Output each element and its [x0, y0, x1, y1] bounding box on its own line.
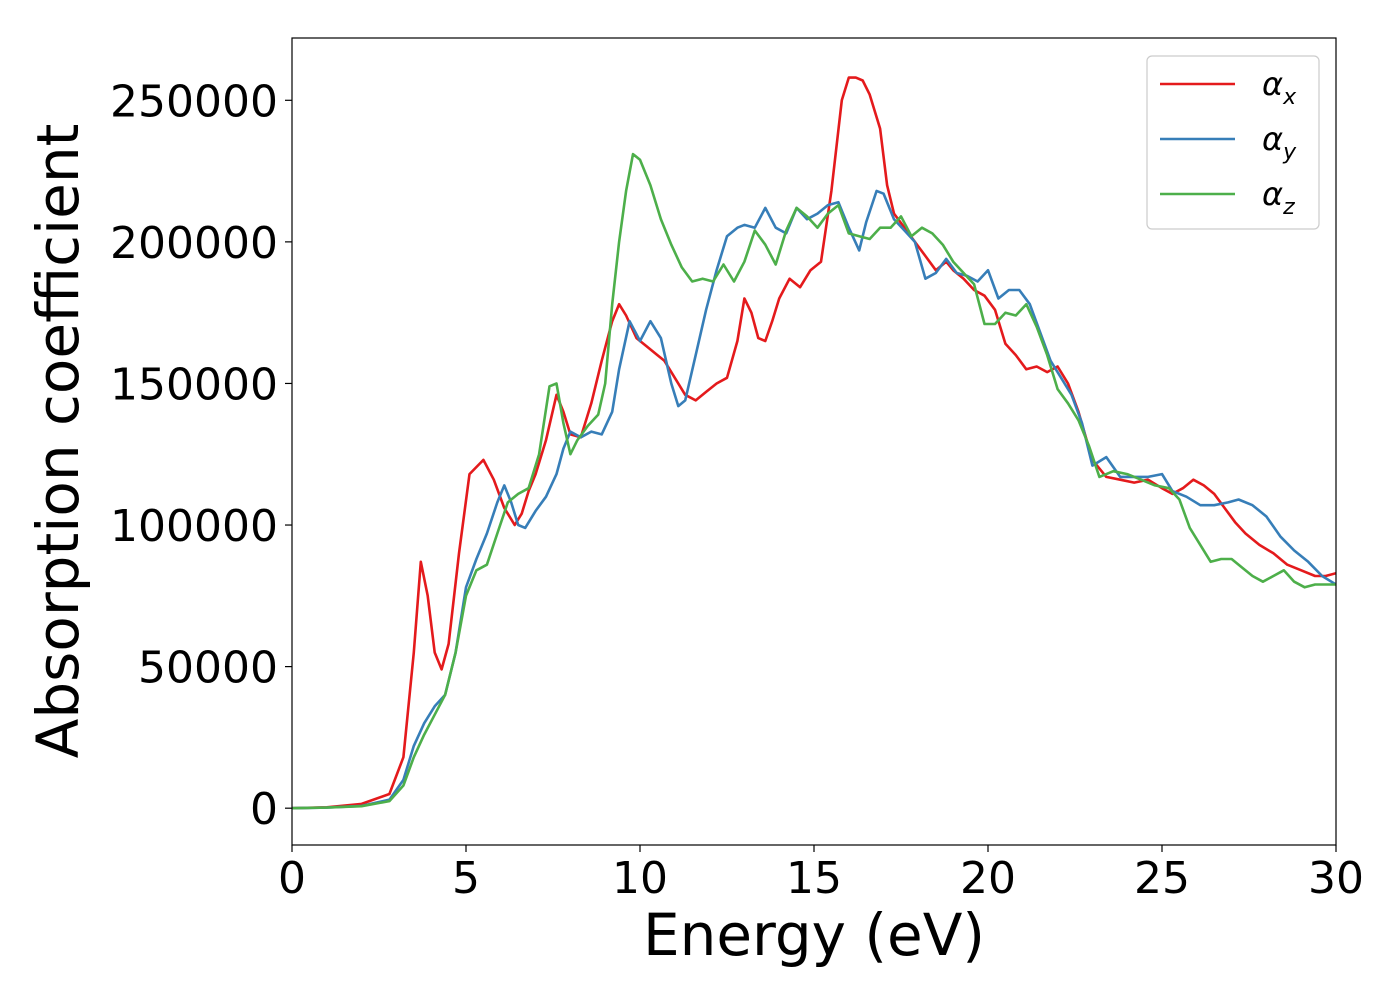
x-tick-label: 15 [786, 853, 842, 904]
x-tick-label: 0 [278, 853, 306, 904]
x-tick-label: 30 [1308, 853, 1364, 904]
legend-label-z: αz [1262, 175, 1295, 220]
x-axis-title: Energy (eV) [643, 901, 985, 969]
x-axis-ticks: 0 5 10 15 20 25 30 [278, 845, 1364, 904]
y-tick-label: 150000 [110, 359, 278, 410]
x-tick-label: 25 [1134, 853, 1190, 904]
y-tick-label: 250000 [110, 76, 278, 127]
y-tick-label: 100000 [110, 501, 278, 552]
y-tick-label: 0 [250, 784, 278, 835]
y-axis-ticks: 0 50000 100000 150000 200000 250000 [110, 76, 292, 835]
series-line-y [292, 189, 1336, 810]
y-tick-label: 50000 [138, 643, 278, 694]
legend-label-y: αy [1262, 120, 1297, 165]
legend-box [1146, 55, 1320, 230]
x-tick-label: 5 [452, 853, 480, 904]
y-tick-label: 200000 [110, 218, 278, 269]
legend-items: αx αy αz [1160, 65, 1297, 220]
x-tick-label: 20 [960, 853, 1016, 904]
legend: αx αy αz [1146, 55, 1320, 230]
series-layer [292, 76, 1336, 810]
series-line-z [292, 152, 1336, 810]
legend-label-x: αx [1262, 65, 1297, 110]
x-tick-label: 10 [612, 853, 668, 904]
y-axis-title: Absorption coefficient [24, 124, 92, 759]
